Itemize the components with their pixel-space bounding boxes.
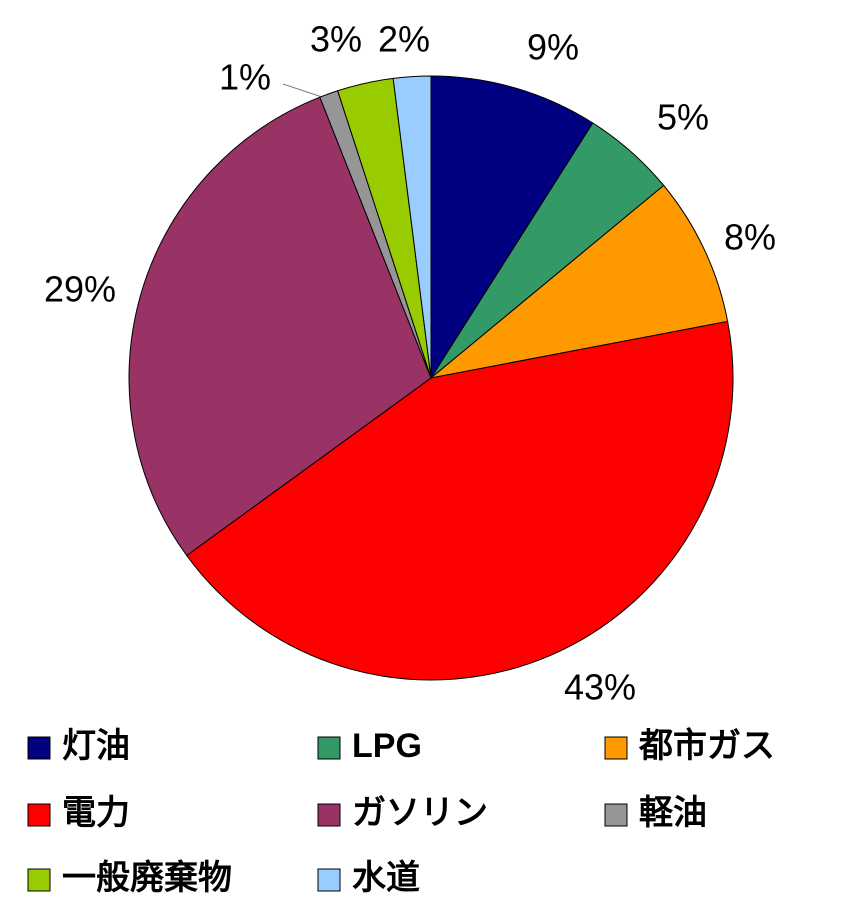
legend-swatch	[317, 868, 341, 892]
legend-swatch	[604, 803, 628, 827]
value-label: 8%	[724, 217, 776, 258]
value-label: 2%	[378, 19, 430, 60]
legend-swatch	[604, 736, 628, 760]
legend-swatch	[27, 803, 51, 827]
value-label: 9%	[527, 27, 579, 68]
pie-slice	[185, 320, 734, 681]
legend-swatch	[27, 736, 51, 760]
pie-slice	[430, 184, 729, 379]
leader-line	[282, 83, 323, 98]
pie-slice	[128, 96, 432, 557]
value-label: 5%	[657, 97, 709, 138]
legend-label: 電力	[62, 794, 130, 832]
value-label: 29%	[44, 269, 116, 310]
legend-label: 一般廃棄物	[62, 858, 232, 897]
legend-label: ガソリン	[352, 794, 488, 832]
legend-label: 灯油	[62, 727, 130, 765]
legend-swatch	[317, 803, 341, 827]
legend-label: 軽油	[639, 794, 707, 832]
value-label: 1%	[219, 57, 271, 98]
value-label: 43%	[564, 667, 636, 708]
value-label: 3%	[310, 19, 362, 60]
legend-label: 水道	[352, 859, 420, 897]
pie-slice	[392, 75, 432, 379]
legend-swatch	[27, 868, 51, 892]
legend-label: 都市ガス	[638, 726, 775, 765]
legend-label: LPG	[352, 727, 422, 765]
legend-swatch	[317, 736, 341, 760]
pie-slice	[430, 75, 594, 380]
